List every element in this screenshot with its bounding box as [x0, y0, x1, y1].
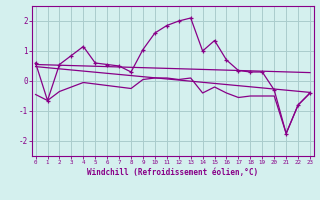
X-axis label: Windchill (Refroidissement éolien,°C): Windchill (Refroidissement éolien,°C): [87, 168, 258, 177]
